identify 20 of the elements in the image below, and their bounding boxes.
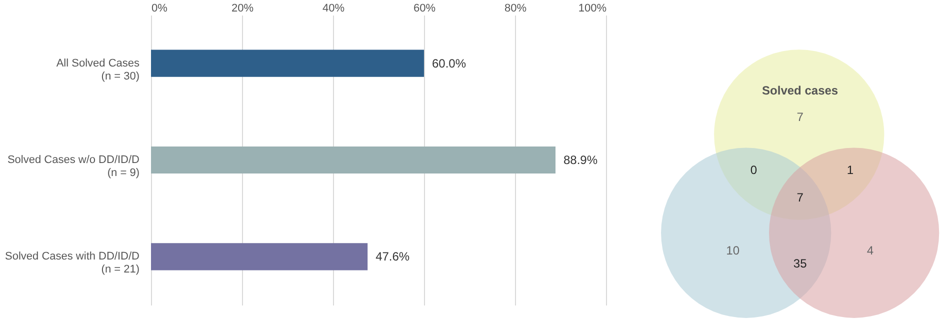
x-tick-label: 40% [322, 2, 345, 14]
x-tick-label: 0% [152, 2, 168, 14]
y-tick-label: Solved Cases w/o DD/ID/D (n = 9) [7, 154, 140, 179]
y-tick-label: Solved Cases with DD/ID/D (n = 21) [5, 250, 140, 276]
data-label: 47.6% [376, 250, 410, 264]
text: 7 [796, 110, 804, 124]
text: 4 [866, 244, 874, 258]
text: 1 [846, 163, 854, 178]
text: 7 [796, 190, 804, 205]
text: Solved cases [762, 84, 838, 98]
text: 0 [750, 163, 758, 178]
x-tick-label: 20% [231, 2, 254, 14]
x-tick-label: 100% [578, 2, 607, 14]
y-tick-label: All Solved Cases (n = 30) [56, 57, 140, 82]
x-tick-label: 60% [413, 2, 436, 14]
x-tick-label: 80% [504, 2, 527, 14]
data-label: 60.0% [432, 56, 466, 70]
text: 35 [793, 256, 808, 270]
text: 10 [726, 244, 740, 258]
data-label: 88.9% [563, 153, 598, 167]
